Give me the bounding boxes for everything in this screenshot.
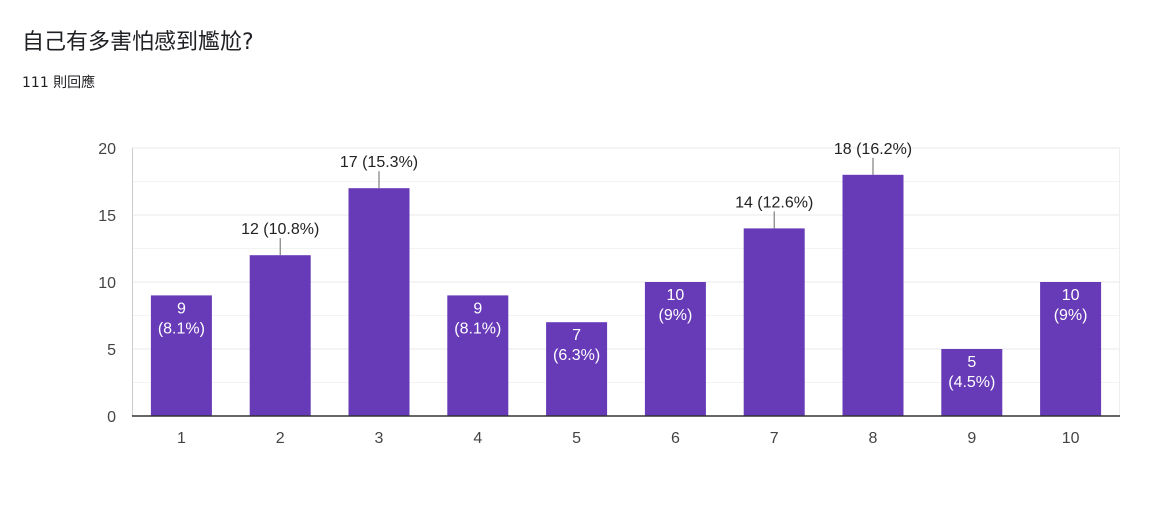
data-label: (9%): [1054, 307, 1088, 324]
x-tick-label: 8: [869, 430, 878, 447]
bar: [249, 255, 311, 416]
bar: [644, 282, 706, 416]
x-tick-label: 10: [1062, 430, 1080, 447]
x-tick-label: 5: [572, 430, 581, 447]
bar: [150, 295, 212, 416]
data-label: 5: [967, 354, 976, 371]
y-tick-label: 20: [98, 141, 116, 158]
bar: [941, 349, 1003, 416]
data-label: 10: [667, 287, 685, 304]
data-label: (8.1%): [454, 320, 501, 337]
chart-title: 自己有多害怕感到尷尬?: [22, 30, 254, 55]
y-tick-label: 5: [107, 342, 116, 359]
data-label: 10: [1062, 287, 1080, 304]
x-tick-label: 9: [967, 430, 976, 447]
y-tick-label: 0: [107, 409, 116, 426]
y-tick-label: 15: [98, 208, 116, 225]
y-tick-label: 10: [98, 275, 116, 292]
data-label: 9: [473, 300, 482, 317]
data-label: 18 (16.2%): [834, 141, 912, 158]
bar: [348, 188, 410, 416]
bar: [1040, 282, 1102, 416]
response-count: 111 則回應: [22, 75, 96, 91]
bar: [842, 174, 904, 416]
x-tick-label: 6: [671, 430, 680, 447]
x-tick-label: 4: [473, 430, 482, 447]
data-label: 7: [572, 327, 581, 344]
data-label: 17 (15.3%): [340, 154, 418, 171]
bar: [743, 228, 805, 416]
data-label: (4.5%): [948, 374, 995, 391]
data-label: (6.3%): [553, 347, 600, 364]
data-label: 12 (10.8%): [241, 221, 319, 238]
data-label: 9: [177, 300, 186, 317]
x-tick-label: 1: [177, 430, 186, 447]
x-tick-label: 3: [375, 430, 384, 447]
bar: [447, 295, 509, 416]
data-label: (8.1%): [158, 320, 205, 337]
bar: [546, 322, 608, 416]
x-tick-label: 7: [770, 430, 779, 447]
data-label: 14 (12.6%): [735, 194, 813, 211]
x-tick-label: 2: [276, 430, 285, 447]
data-label: (9%): [659, 307, 693, 324]
